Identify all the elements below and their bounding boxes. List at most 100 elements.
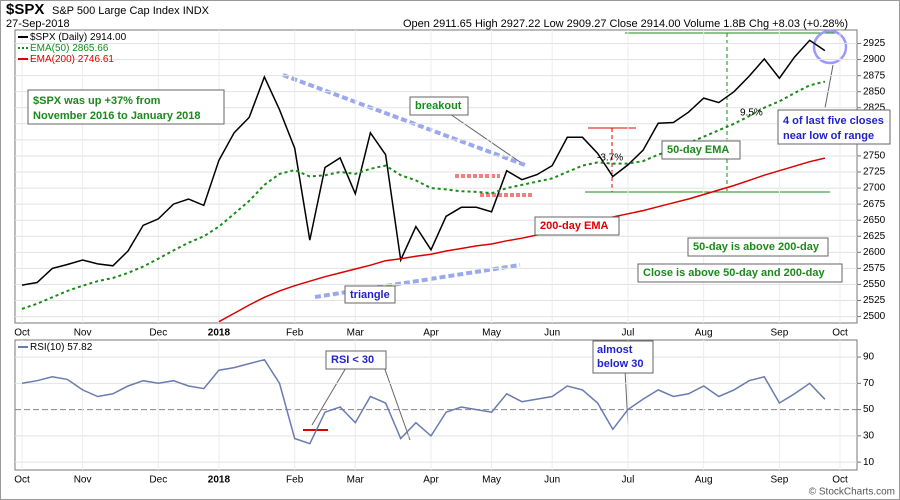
annotation: Close is above 50-day and 200-day: [643, 267, 825, 279]
legend-name: RSI(10): [30, 342, 64, 353]
arrow: [311, 360, 351, 426]
legend-value: 2914.00: [90, 32, 127, 43]
y-tick-label: 2900: [863, 54, 886, 65]
x-tick-label: Oct: [14, 475, 30, 486]
x-tick-label: May: [482, 475, 501, 486]
x-tick-label: Jul: [622, 328, 635, 339]
annotation-box: [344, 285, 396, 304]
y-tick-label: 90: [863, 352, 875, 363]
x-tick-label: Mar: [347, 328, 365, 339]
annotation: 9.5%: [740, 108, 763, 119]
annotation: 50-day is above 200-day: [693, 241, 820, 253]
y-tick-label: 2675: [863, 199, 886, 210]
annotation: 4 of last five closes near low of range: [783, 115, 884, 142]
y-tick-label: 2525: [863, 295, 886, 306]
x-tick-label: Sep: [771, 475, 789, 486]
annotations: $SPX was up +37% from November 2016 to Ja…: [27, 89, 891, 374]
y-tick-label: 50: [863, 404, 875, 415]
annotation-box: [777, 109, 891, 145]
annotation-line: November 2016 to January 2018: [33, 110, 201, 122]
y-tick-label: 2625: [863, 231, 886, 242]
series-line: [21, 39, 826, 286]
rsi-panel: [14, 339, 858, 471]
series-line: [218, 157, 826, 323]
date: 27-Sep-2018: [6, 18, 70, 30]
annotation: breakout: [415, 100, 462, 112]
legend-name: EMA(50): [30, 43, 69, 54]
legend-value: 2746.61: [78, 54, 115, 65]
legend-name: EMA(200): [30, 54, 75, 65]
x-tick-label: May: [482, 328, 501, 339]
annotation: triangle: [350, 289, 390, 301]
y-tick-label: 2850: [863, 86, 886, 97]
y-tick-label: 70: [863, 378, 875, 389]
y-tick-label: 2925: [863, 38, 886, 49]
annotation-box: [637, 263, 843, 283]
annotation-box: [409, 96, 469, 116]
x-tick-label: Jun: [544, 475, 560, 486]
y-tick-label: 2500: [863, 311, 886, 322]
annotation: $SPX was up +37% from November 2016 to Ja…: [33, 95, 201, 122]
x-tick-label: Aug: [695, 475, 713, 486]
x-tick-label: Mar: [347, 475, 365, 486]
annotation-box: [661, 140, 741, 160]
y-tick-label: 2700: [863, 183, 886, 194]
annotation-line: $SPX was up +37% from: [33, 95, 161, 107]
x-tick-label: Oct: [832, 475, 848, 486]
x-tick-label: 2018: [208, 475, 231, 486]
name: S&P 500 Large Cap Index: [52, 5, 180, 17]
index-name: S&P 500 Large Cap Index INDX: [52, 5, 210, 17]
y-tick-label: 10: [863, 457, 875, 468]
annotation-line: near low of range: [783, 130, 874, 142]
legend-entry: $SPX (Daily) 2914.00: [30, 32, 127, 43]
annotation-box: [687, 237, 829, 257]
x-tick-label: Apr: [423, 475, 439, 486]
x-tick-label: Jun: [544, 328, 560, 339]
annotation-box: [534, 216, 620, 236]
annotation: 200-day EMA: [540, 220, 609, 232]
series-line: [21, 358, 826, 445]
x-tick-label: Sep: [771, 328, 789, 339]
watermark: © StockCharts.com: [809, 487, 895, 498]
triangle-lower: [314, 263, 521, 299]
x-tick-label: Dec: [149, 328, 167, 339]
y-tick-label: 2600: [863, 247, 886, 258]
y-tick-label: 2825: [863, 102, 886, 113]
annotation: RSI < 30: [331, 354, 374, 366]
legend-value: 2865.66: [72, 43, 109, 54]
arrow: [381, 360, 411, 441]
x-tick-label: Aug: [695, 328, 713, 339]
annotation: almost below 30: [597, 344, 643, 370]
legend-entry: RSI(10) 57.82: [30, 342, 93, 353]
y-tick-label: 2650: [863, 215, 886, 226]
annotation-box: [592, 340, 654, 374]
decorations: [282, 29, 848, 441]
x-tick-label: Feb: [286, 475, 304, 486]
x-tick-label: Nov: [74, 475, 92, 486]
y-tick-label: 2725: [863, 167, 886, 178]
arrow: [824, 64, 834, 109]
y-tick-label: 30: [863, 430, 875, 441]
series-line: [21, 80, 826, 310]
x-tick-label: Nov: [74, 328, 92, 339]
exchange: INDX: [183, 5, 210, 17]
y-tick-label: 2575: [863, 263, 886, 274]
legend-value: 57.82: [67, 342, 92, 353]
legend-entry: EMA(50) 2865.66: [30, 43, 109, 54]
annotation-line: almost: [597, 344, 633, 356]
annotation: 50-day EMA: [667, 144, 729, 156]
annotation-box: [325, 350, 387, 370]
x-tick-label: Apr: [423, 328, 439, 339]
highlight-circle: [812, 29, 848, 65]
annotation-line: 4 of last five closes: [783, 115, 884, 127]
y-tick-label: 2750: [863, 151, 886, 162]
arrow: [449, 113, 521, 163]
legend-entry: EMA(200) 2746.61: [30, 54, 114, 65]
x-tick-label: Oct: [14, 328, 30, 339]
x-tick-label: Feb: [286, 328, 304, 339]
annotation-line: below 30: [597, 358, 643, 370]
triangle-upper: [282, 73, 526, 167]
quote: Open 2911.65 High 2927.22 Low 2909.27 Cl…: [403, 18, 848, 30]
